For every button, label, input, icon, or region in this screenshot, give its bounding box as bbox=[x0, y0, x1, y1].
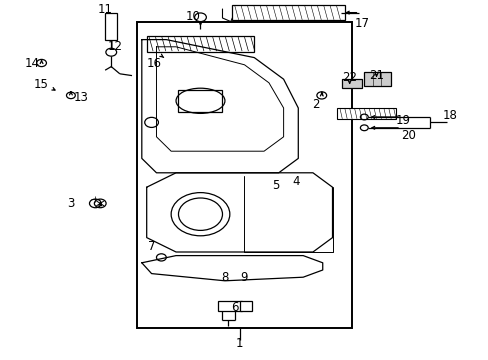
Bar bbox=[239, 301, 251, 311]
Text: 15: 15 bbox=[34, 78, 49, 91]
Text: 12: 12 bbox=[107, 40, 122, 53]
Text: 2: 2 bbox=[311, 98, 319, 111]
Text: 13: 13 bbox=[73, 91, 88, 104]
Text: 11: 11 bbox=[98, 3, 112, 15]
Text: 22: 22 bbox=[342, 71, 356, 84]
Bar bbox=[137, 22, 351, 328]
Bar bbox=[146, 36, 254, 52]
Bar bbox=[105, 13, 117, 40]
Text: 1: 1 bbox=[235, 337, 243, 350]
Bar bbox=[232, 5, 344, 20]
Text: 8: 8 bbox=[221, 271, 228, 284]
Bar bbox=[342, 79, 361, 88]
Text: 16: 16 bbox=[146, 57, 161, 69]
Text: 9: 9 bbox=[240, 271, 248, 284]
Text: 10: 10 bbox=[185, 10, 200, 23]
Text: 19: 19 bbox=[395, 114, 410, 127]
Text: 21: 21 bbox=[368, 69, 383, 82]
Text: 20: 20 bbox=[400, 129, 415, 141]
Text: 7: 7 bbox=[147, 240, 155, 253]
Bar bbox=[217, 301, 242, 311]
Bar bbox=[337, 108, 395, 119]
Text: 4: 4 bbox=[291, 175, 299, 188]
Bar bbox=[364, 72, 390, 86]
Text: 18: 18 bbox=[442, 109, 456, 122]
Text: 6: 6 bbox=[230, 301, 238, 314]
Text: 5: 5 bbox=[272, 179, 280, 192]
Bar bbox=[178, 90, 222, 112]
Text: 17: 17 bbox=[354, 17, 368, 30]
Text: 3: 3 bbox=[67, 197, 75, 210]
Text: 14: 14 bbox=[24, 57, 39, 69]
